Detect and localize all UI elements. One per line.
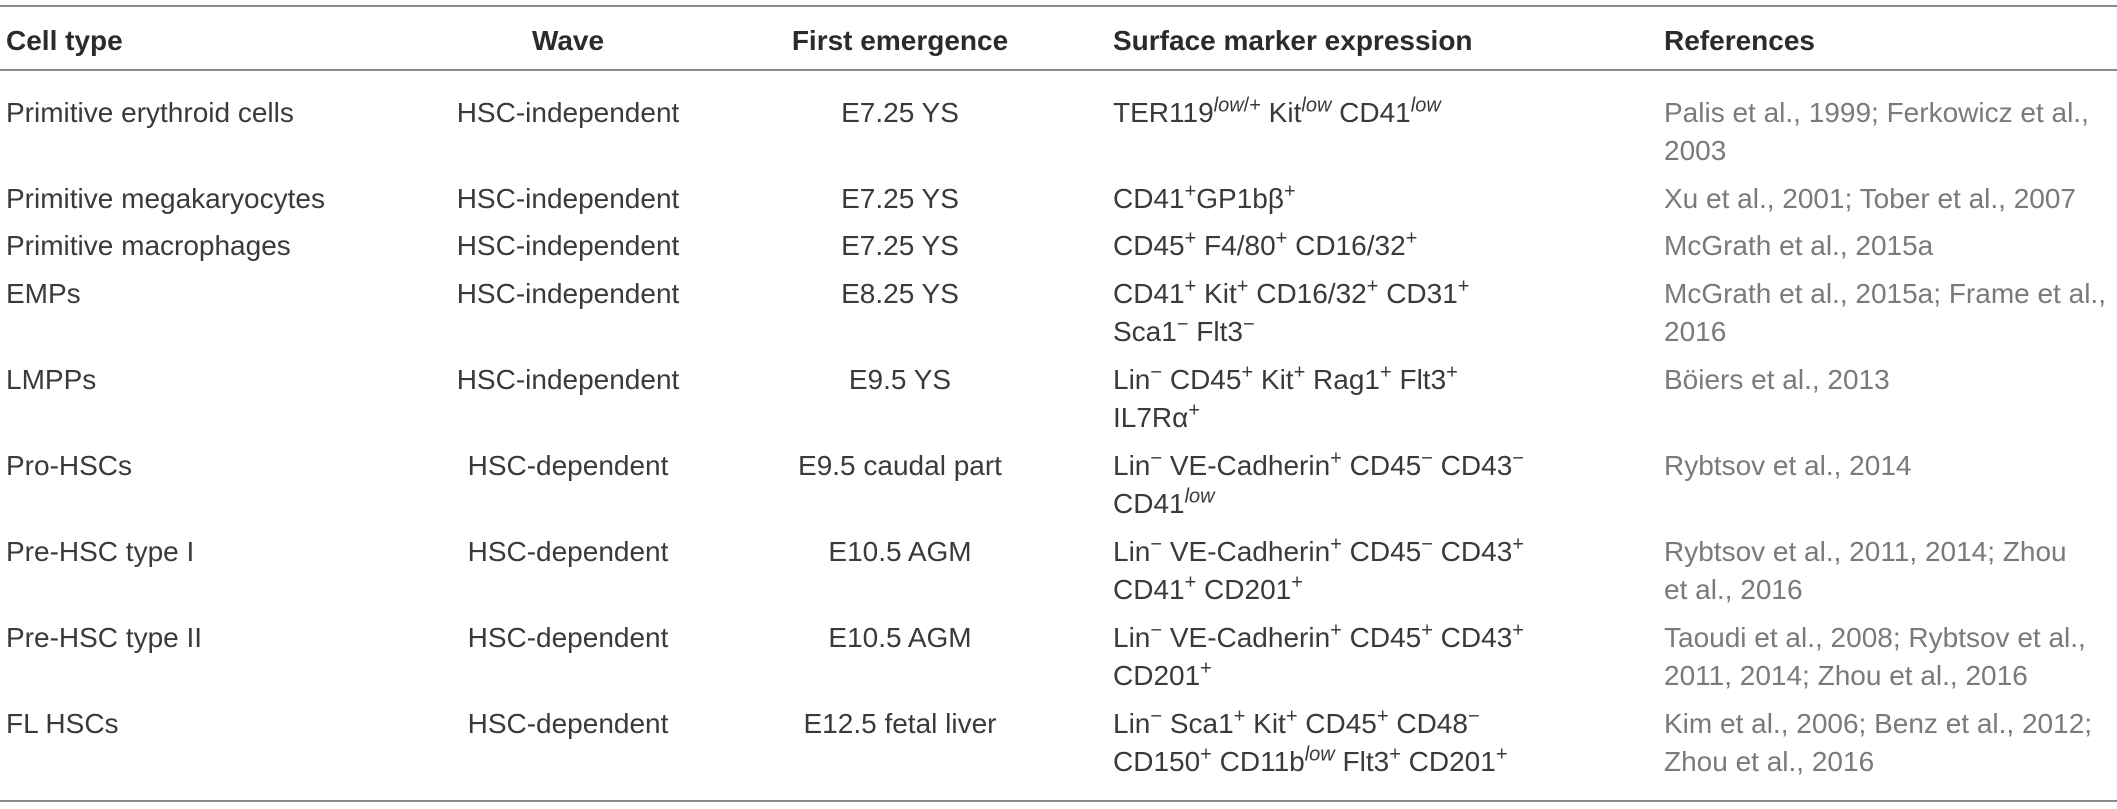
wave: HSC-independent [456, 278, 680, 309]
marker-line: CD41+ Kit+ CD16/32+ CD31+ [1113, 275, 1470, 309]
first-emergence: E9.5 YS [848, 364, 952, 395]
cell-type: Pro-HSCs [6, 450, 133, 481]
wave: HSC-independent [456, 230, 680, 261]
reference-line: McGrath et al., 2015a; Frame et al., [1664, 278, 2106, 309]
references: Kim et al., 2006; Benz et al., 2012; Zhou… [1664, 705, 2114, 781]
first-emergence: E10.5 AGM [828, 622, 972, 653]
header-cell-type: Cell type [6, 25, 123, 56]
surface-marker-expression: Lin− VE-Cadherin+ CD45− CD43− CD41low [1113, 447, 1673, 523]
marker-line: CD41low [1113, 485, 1215, 519]
marker-line: CD201+ [1113, 657, 1212, 691]
reference-line: Xu et al., 2001; Tober et al., 2007 [1664, 183, 2077, 214]
first-emergence: E7.25 YS [841, 97, 959, 128]
cell-type: EMPs [6, 278, 81, 309]
wave: HSC-independent [456, 364, 680, 395]
references: Rybtsov et al., 2011, 2014; Zhou et al., … [1664, 533, 2114, 609]
marker-line: IL7Rα+ [1113, 399, 1201, 433]
references: Palis et al., 1999; Ferkowicz et al., 20… [1664, 94, 2114, 170]
table-top-rule [0, 5, 2117, 7]
cell-type: FL HSCs [6, 708, 119, 739]
marker-line: Lin− VE-Cadherin+ CD45− CD43− [1113, 447, 1524, 481]
header-first-emergence: First emergence [791, 25, 1009, 56]
marker-line: TER119low/+ Kitlow CD41low [1113, 94, 1441, 128]
first-emergence: E10.5 AGM [828, 536, 972, 567]
first-emergence: E7.25 YS [841, 183, 959, 214]
first-emergence: E9.5 caudal part [798, 450, 1002, 481]
marker-line: Lin− CD45+ Kit+ Rag1+ Flt3+ [1113, 361, 1458, 395]
marker-line: CD150+ CD11blow Flt3+ CD201+ [1113, 743, 1508, 777]
surface-marker-expression: Lin− VE-Cadherin+ CD45+ CD43+ CD201+ [1113, 619, 1673, 695]
reference-line: Kim et al., 2006; Benz et al., 2012; [1664, 708, 2093, 739]
wave: HSC-independent [456, 97, 680, 128]
reference-line: Rybtsov et al., 2011, 2014; Zhou [1664, 536, 2067, 567]
header-surface-marker: Surface marker expression [1113, 25, 1473, 56]
reference-line: 2016 [1664, 316, 1727, 347]
marker-line: CD45+ F4/80+ CD16/32+ [1113, 227, 1418, 261]
wave: HSC-independent [456, 183, 680, 214]
table-header-row: Cell type Wave First emergence Surface m… [0, 7, 2117, 69]
wave: HSC-dependent [467, 622, 669, 653]
first-emergence: E7.25 YS [841, 230, 959, 261]
surface-marker-expression: Lin− CD45+ Kit+ Rag1+ Flt3+ IL7Rα+ [1113, 361, 1673, 437]
marker-line: Lin− Sca1+ Kit+ CD45+ CD48− [1113, 705, 1480, 739]
reference-line: 2003 [1664, 135, 1727, 166]
header-references: References [1664, 25, 1815, 56]
references: McGrath et al., 2015a [1664, 227, 2114, 265]
reference-line: 2011, 2014; Zhou et al., 2016 [1664, 660, 2028, 691]
surface-marker-expression: CD41+GP1bβ+ [1113, 180, 1673, 218]
reference-line: Rybtsov et al., 2014 [1664, 450, 1912, 481]
reference-line: Zhou et al., 2016 [1664, 746, 1875, 777]
references: Böiers et al., 2013 [1664, 361, 2114, 399]
cell-type: Pre-HSC type II [6, 622, 203, 653]
references: McGrath et al., 2015a; Frame et al., 2016 [1664, 275, 2114, 351]
reference-line: Taoudi et al., 2008; Rybtsov et al., [1664, 622, 2086, 653]
first-emergence: E12.5 fetal liver [803, 708, 997, 739]
marker-line: CD41+ CD201+ [1113, 571, 1303, 605]
marker-line: Sca1− Flt3− [1113, 313, 1255, 347]
table-header-rule [0, 69, 2117, 71]
references: Taoudi et al., 2008; Rybtsov et al., 2011… [1664, 619, 2114, 695]
wave: HSC-dependent [467, 450, 669, 481]
first-emergence: E8.25 YS [841, 278, 959, 309]
surface-marker-expression: CD45+ F4/80+ CD16/32+ [1113, 227, 1673, 265]
header-wave: Wave [531, 25, 605, 56]
references: Rybtsov et al., 2014 [1664, 447, 2114, 485]
cell-type: LMPPs [6, 364, 97, 395]
wave: HSC-dependent [467, 536, 669, 567]
reference-line: McGrath et al., 2015a [1664, 230, 1934, 261]
cell-type: Primitive macrophages [6, 230, 291, 261]
table-bottom-rule [0, 800, 2117, 802]
marker-line: Lin− VE-Cadherin+ CD45+ CD43+ [1113, 619, 1524, 653]
surface-marker-expression: Lin− VE-Cadherin+ CD45− CD43+ CD41+ CD201… [1113, 533, 1673, 609]
wave: HSC-dependent [467, 708, 669, 739]
cell-type: Pre-HSC type I [6, 536, 195, 567]
surface-marker-expression: TER119low/+ Kitlow CD41low [1113, 94, 1673, 132]
reference-line: Böiers et al., 2013 [1664, 364, 1890, 395]
cell-type: Primitive erythroid cells [6, 97, 294, 128]
cell-type: Primitive megakaryocytes [6, 183, 325, 214]
surface-marker-expression: CD41+ Kit+ CD16/32+ CD31+ Sca1− Flt3− [1113, 275, 1673, 351]
marker-line: Lin− VE-Cadherin+ CD45− CD43+ [1113, 533, 1524, 567]
references: Xu et al., 2001; Tober et al., 2007 [1664, 180, 2114, 218]
surface-marker-expression: Lin− Sca1+ Kit+ CD45+ CD48− CD150+ CD11bl… [1113, 705, 1673, 781]
marker-line: CD41+GP1bβ+ [1113, 180, 1296, 214]
reference-line: Palis et al., 1999; Ferkowicz et al., [1664, 97, 2089, 128]
reference-line: et al., 2016 [1664, 574, 1803, 605]
